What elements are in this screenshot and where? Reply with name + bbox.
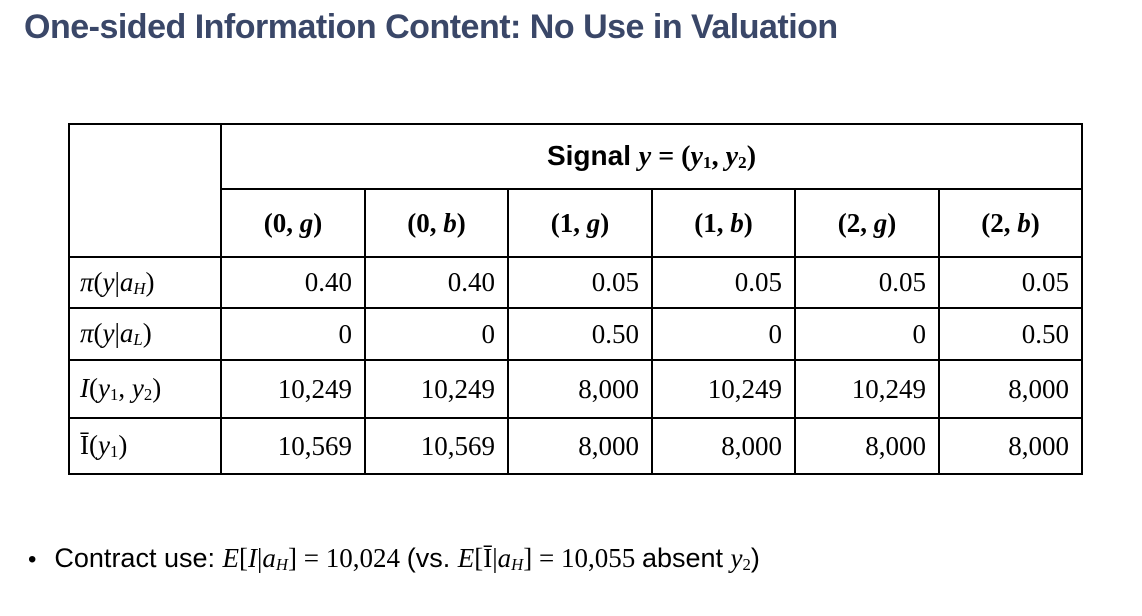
value-cell: 10,249 <box>794 359 940 419</box>
value-cell: 0 <box>364 307 509 361</box>
value-cell: 10,249 <box>220 359 366 419</box>
column-header-2b: (2, b) <box>938 188 1083 258</box>
row-label-I-y1y2: I(y1, y2) <box>68 359 222 419</box>
value-cell: 0 <box>220 307 366 361</box>
value-cell: 0.40 <box>220 256 366 309</box>
value-cell: 8,000 <box>507 359 653 419</box>
corner-cell <box>68 123 222 258</box>
value-cell: 0.50 <box>507 307 653 361</box>
row-label-pi-y-aH: π(y|aH) <box>68 256 222 309</box>
value-cell: 8,000 <box>938 417 1083 475</box>
table-row: π(y|aL) 0 0 0.50 0 0 0.50 <box>68 307 1083 361</box>
value-cell: 0.50 <box>938 307 1083 361</box>
table-row: Ī(y1) 10,569 10,569 8,000 8,000 8,000 8,… <box>68 417 1083 475</box>
bullet-text: Contract use: E[I|aH] = 10,024 (vs. E[Ī|… <box>54 543 760 574</box>
value-cell: 0.05 <box>651 256 796 309</box>
value-cell: 8,000 <box>794 417 940 475</box>
value-cell: 8,000 <box>938 359 1083 419</box>
table-row: I(y1, y2) 10,249 10,249 8,000 10,249 10,… <box>68 359 1083 419</box>
row-label-pi-y-aL: π(y|aL) <box>68 307 222 361</box>
value-cell: 0.40 <box>364 256 509 309</box>
value-cell: 0 <box>794 307 940 361</box>
row-label-Ibar-y1: Ī(y1) <box>68 417 222 475</box>
value-cell: 0.05 <box>938 256 1083 309</box>
value-cell: 0.05 <box>794 256 940 309</box>
value-cell: 0.05 <box>507 256 653 309</box>
column-header-1b: (1, b) <box>651 188 796 258</box>
value-cell: 10,249 <box>651 359 796 419</box>
value-cell: 10,569 <box>220 417 366 475</box>
column-header-0g: (0, g) <box>220 188 366 258</box>
value-cell: 8,000 <box>651 417 796 475</box>
signal-table: Signal y = (y1, y2) (0, g) (0, b) (1, g)… <box>68 123 1083 475</box>
bullet-point: • Contract use: E[I|aH] = 10,024 (vs. E[… <box>28 543 760 575</box>
value-cell: 0 <box>651 307 796 361</box>
value-cell: 10,569 <box>364 417 509 475</box>
column-header-1g: (1, g) <box>507 188 653 258</box>
value-cell: 10,249 <box>364 359 509 419</box>
column-header-2g: (2, g) <box>794 188 940 258</box>
value-cell: 8,000 <box>507 417 653 475</box>
signal-header-cell: Signal y = (y1, y2) <box>220 123 1083 190</box>
column-header-0b: (0, b) <box>364 188 509 258</box>
slide-title: One-sided Information Content: No Use in… <box>24 8 838 46</box>
bullet-marker: • <box>28 546 37 573</box>
table-row: π(y|aH) 0.40 0.40 0.05 0.05 0.05 0.05 <box>68 256 1083 309</box>
